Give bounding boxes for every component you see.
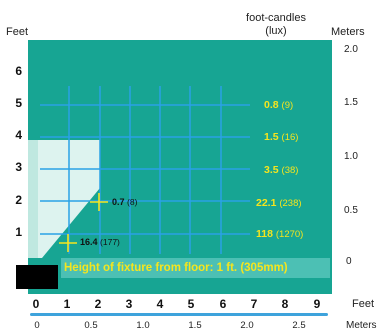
meter-tick-2-0: 2.0 — [344, 44, 358, 55]
fc-label-row-2: 1.5 (16) — [264, 131, 298, 143]
inner-label-lower: 16.4 (177) — [80, 237, 120, 247]
inner-label-upper: 0.7 (8) — [112, 197, 137, 207]
fc-label-row-1: 0.8 (9) — [264, 99, 293, 111]
feet-tick-3: 3 — [15, 160, 22, 174]
bottom-feet-tick-3: 3 — [125, 297, 133, 311]
meter-tick-0-5: 0.5 — [344, 205, 358, 216]
meters-axis-title: Meters — [331, 26, 365, 38]
illuminance-panel: 0.8 (9) 1.5 (16) 3.5 (38) 22.1 (238) 118… — [28, 40, 332, 294]
light-cone-fade — [28, 140, 38, 258]
lux-value: (16) — [281, 132, 299, 143]
bottom-meters-unit: Meters — [346, 320, 377, 331]
bottom-meter-tick-1-0: 1.0 — [136, 320, 150, 331]
crosshair-marker-upper — [90, 193, 108, 211]
lux-value: (8) — [127, 197, 138, 207]
fixture-height-caption: Height of fixture from floor: 1 ft. (305… — [61, 258, 330, 278]
fc-value: 118 — [256, 228, 273, 240]
fc-value: 0.7 — [112, 197, 125, 207]
bottom-meter-tick-2-5: 2.5 — [292, 320, 306, 331]
footcandles-header: foot-candles (lux) — [236, 12, 316, 38]
bottom-feet-tick-2: 2 — [94, 297, 102, 311]
bottom-feet-tick-1: 1 — [63, 297, 71, 311]
fc-label-row-5: 118 (1270) — [256, 228, 303, 240]
fc-value: 0.8 — [264, 99, 279, 111]
lux-value: (1270) — [275, 229, 304, 240]
lux-value: (238) — [279, 198, 302, 209]
illuminance-graphic — [28, 86, 250, 258]
meter-tick-1-5: 1.5 — [344, 97, 358, 108]
bottom-feet-tick-9: 9 — [313, 297, 321, 311]
bottom-feet-tick-4: 4 — [156, 297, 164, 311]
lux-value: (38) — [281, 165, 299, 176]
fc-label-row-4: 22.1 (238) — [256, 197, 302, 209]
feet-tick-5: 5 — [15, 96, 22, 110]
feet-axis-title: Feet — [6, 26, 29, 38]
bottom-meter-tick-0-5: 0.5 — [84, 320, 98, 331]
fixture-block — [16, 265, 58, 289]
bottom-meter-tick-1-5: 1.5 — [188, 320, 202, 331]
meter-tick-0: 0 — [346, 256, 352, 267]
fc-value: 3.5 — [264, 164, 279, 176]
bottom-feet-unit: Feet — [352, 298, 375, 310]
lux-title: (lux) — [265, 25, 287, 37]
lux-value: (9) — [281, 100, 294, 111]
fc-value: 1.5 — [264, 131, 279, 143]
bottom-axis-line — [30, 313, 328, 316]
crosshair-marker-lower — [59, 234, 77, 252]
footcandles-title: foot-candles — [246, 12, 306, 24]
fc-label-row-3: 3.5 (38) — [264, 164, 298, 176]
bottom-feet-tick-7: 7 — [250, 297, 258, 311]
feet-tick-6: 6 — [15, 64, 22, 78]
bottom-feet-tick-5: 5 — [187, 297, 195, 311]
meter-tick-1-0: 1.0 — [344, 151, 358, 162]
bottom-meter-tick-2-0: 2.0 — [240, 320, 254, 331]
bottom-meter-tick-0: 0 — [34, 320, 40, 331]
bottom-feet-tick-6: 6 — [219, 297, 227, 311]
fc-value: 16.4 — [80, 237, 98, 247]
feet-tick-1: 1 — [15, 225, 22, 239]
feet-tick-2: 2 — [15, 193, 22, 207]
lux-value: (177) — [100, 237, 120, 247]
feet-tick-4: 4 — [15, 128, 22, 142]
bottom-feet-tick-8: 8 — [281, 297, 289, 311]
bottom-feet-tick-0: 0 — [32, 297, 40, 311]
fc-value: 22.1 — [256, 197, 277, 209]
